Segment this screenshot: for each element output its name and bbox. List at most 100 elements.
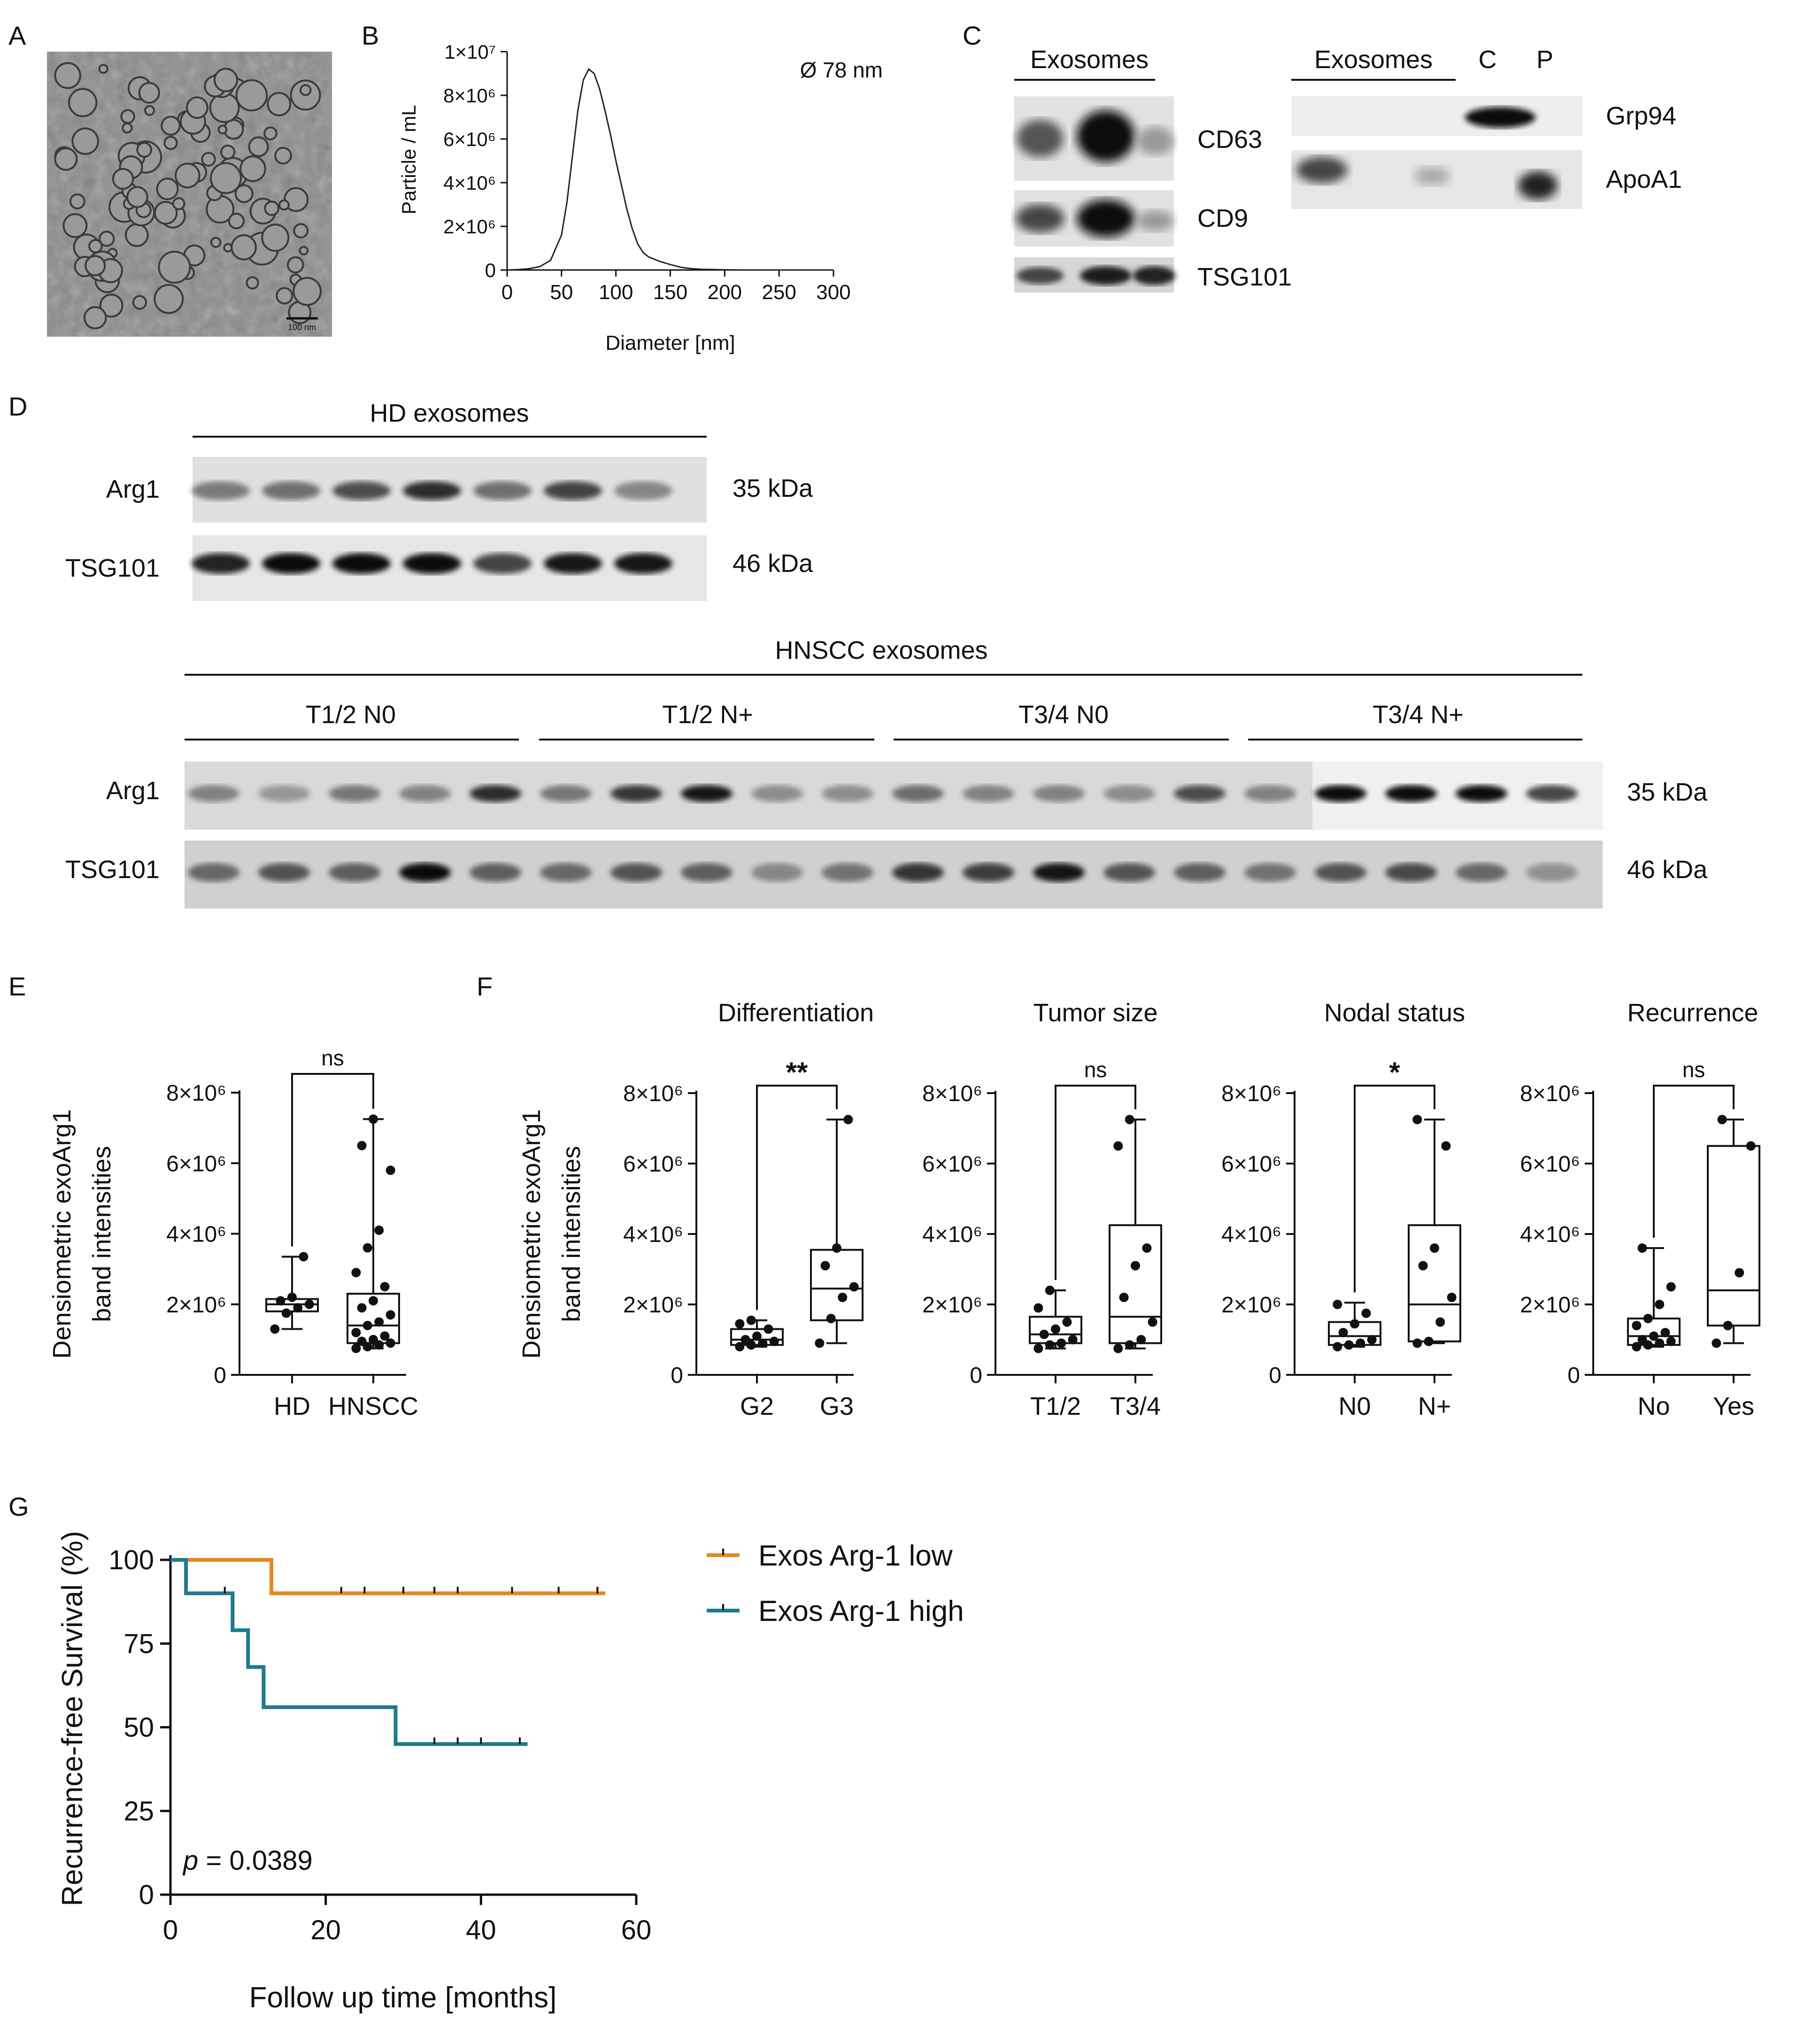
- y-tick-label: 4×10⁶: [922, 1222, 982, 1247]
- x-tick-label: N0: [1338, 1392, 1371, 1420]
- data-point: [287, 1292, 297, 1302]
- box: [1408, 1224, 1461, 1342]
- vesicle: [99, 293, 123, 318]
- p-value: p = 0.0389: [182, 1845, 313, 1876]
- data-point: [1655, 1338, 1665, 1348]
- vesicle: [293, 277, 322, 306]
- vesicle: [287, 256, 304, 274]
- data-point: [362, 1320, 372, 1330]
- x-axis-label: Follow up time [months]: [249, 1982, 557, 2014]
- panel-g-letter: G: [8, 1492, 29, 1521]
- vesicle: [261, 224, 290, 252]
- lane-c-label: C: [1479, 46, 1497, 74]
- data-point: [838, 1293, 848, 1302]
- significance-bracket: [1055, 1085, 1136, 1280]
- blot-cd9: [1014, 190, 1174, 247]
- data-point: [1113, 1343, 1123, 1353]
- band: [1526, 863, 1578, 882]
- subchart-title: Tumor size: [1033, 999, 1157, 1027]
- x-tick-label: G2: [740, 1392, 774, 1420]
- data-point: [843, 1115, 853, 1125]
- vesicle: [71, 127, 99, 155]
- y-tick-label: 6×10⁶: [166, 1151, 226, 1176]
- hd-row-label-tsg101: TSG101: [65, 554, 160, 582]
- vesicle: [156, 177, 179, 201]
- band: [192, 481, 250, 500]
- significance-bracket: [1354, 1085, 1435, 1293]
- band: [963, 863, 1014, 882]
- vesicle: [144, 105, 155, 116]
- y-axis-label-line2: band intensities: [557, 1146, 586, 1322]
- vesicle: [267, 92, 292, 116]
- data-point: [1125, 1340, 1134, 1350]
- band: [540, 863, 592, 882]
- data-point: [369, 1334, 378, 1344]
- y-tick-label: 0: [214, 1363, 226, 1388]
- band: [1385, 785, 1437, 802]
- band: [192, 553, 250, 574]
- panel-d-letter: D: [8, 392, 27, 421]
- band: [403, 481, 461, 500]
- vesicle: [220, 144, 236, 160]
- band: [892, 863, 944, 882]
- data-point: [386, 1338, 395, 1348]
- band: [681, 863, 733, 882]
- box: [1109, 1224, 1162, 1344]
- y-tick-label: 2×10⁶: [623, 1293, 683, 1318]
- y-tick-label: 0: [139, 1880, 154, 1910]
- band: [1033, 863, 1085, 882]
- band: [610, 863, 662, 882]
- y-tick-label: 2×10⁶: [1221, 1293, 1281, 1318]
- data-point: [1045, 1286, 1055, 1295]
- x-tick-label: 20: [310, 1915, 341, 1945]
- data-point: [1632, 1342, 1642, 1351]
- lane-p-label: P: [1536, 46, 1553, 74]
- data-point: [386, 1310, 395, 1320]
- vesicle: [54, 62, 81, 89]
- vesicle: [264, 201, 280, 216]
- data-point: [1062, 1317, 1072, 1327]
- data-point: [1338, 1328, 1348, 1337]
- x-tick-label: 300: [816, 281, 850, 304]
- data-point: [1441, 1141, 1451, 1151]
- vesicle: [209, 93, 240, 123]
- y-tick-label: 2×10⁶: [443, 216, 496, 238]
- x-tick-label: 150: [653, 281, 687, 304]
- vesicle: [293, 223, 309, 239]
- data-point: [1033, 1303, 1043, 1313]
- panel-f-letter: F: [477, 972, 493, 1001]
- y-axis-label-line1: Densiometric exoArg1: [517, 1109, 546, 1358]
- data-point: [374, 1225, 384, 1235]
- y-tick-label: 100: [108, 1545, 154, 1575]
- data-point: [1356, 1338, 1365, 1348]
- exosomes-label-right: Exosomes: [1314, 46, 1433, 74]
- data-point: [386, 1165, 395, 1175]
- y-tick-label: 0: [671, 1363, 683, 1388]
- significance-label: ns: [321, 1046, 344, 1070]
- box: [730, 1328, 784, 1346]
- y-tick-label: 6×10⁶: [922, 1152, 982, 1177]
- box: [1707, 1145, 1760, 1326]
- data-point: [758, 1338, 768, 1348]
- data-point: [1430, 1243, 1439, 1253]
- vesicle: [136, 142, 153, 158]
- vesicle: [201, 152, 216, 167]
- band: [1456, 785, 1507, 802]
- data-point: [1367, 1335, 1377, 1344]
- data-point: [735, 1342, 745, 1351]
- hnscc-kda-tsg101: 46 kDa: [1627, 856, 1708, 884]
- band: [332, 481, 391, 500]
- band: [329, 785, 380, 802]
- data-point: [1039, 1329, 1049, 1339]
- data-point: [1660, 1328, 1670, 1337]
- data-point: [1131, 1261, 1140, 1271]
- y-tick-label: 6×10⁶: [1520, 1152, 1580, 1177]
- y-tick-label: 6×10⁶: [623, 1152, 683, 1177]
- vesicle: [217, 124, 228, 135]
- vesicle: [161, 116, 181, 136]
- significance-bracket: [1653, 1085, 1735, 1238]
- vesicle: [98, 64, 108, 74]
- x-tick-label: 0: [163, 1915, 178, 1945]
- legend-label: Exos Arg-1 high: [758, 1595, 964, 1627]
- vesicle: [186, 96, 208, 119]
